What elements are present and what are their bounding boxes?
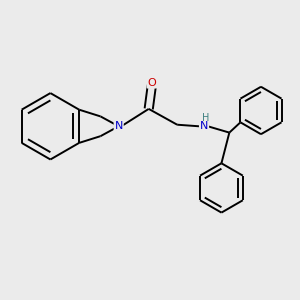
Text: N: N xyxy=(200,121,208,131)
Text: H: H xyxy=(202,113,209,123)
Text: O: O xyxy=(148,78,156,88)
Text: N: N xyxy=(115,121,123,131)
